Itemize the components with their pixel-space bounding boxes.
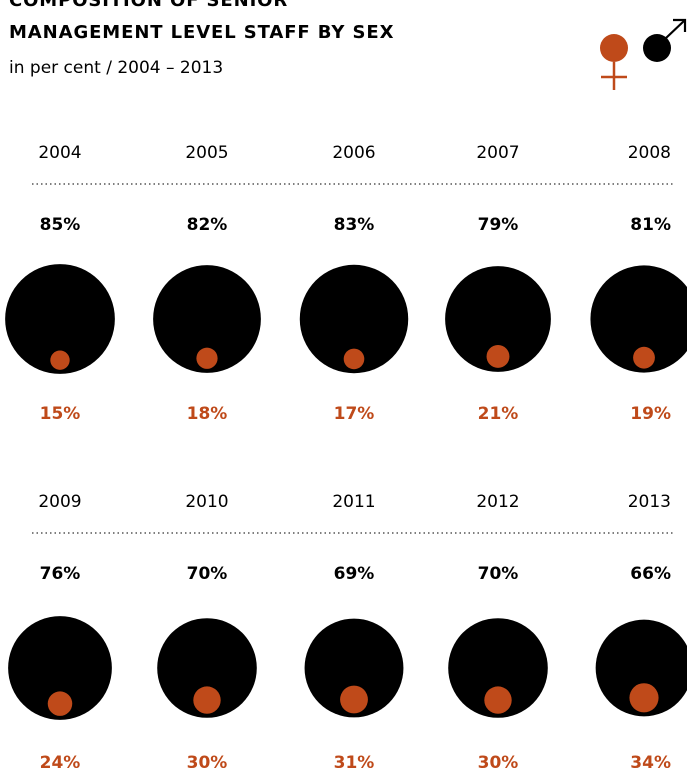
female-percent-label: 15% — [40, 404, 81, 424]
year-label: 2011 — [332, 492, 375, 512]
male-percent-label: 82% — [187, 215, 228, 235]
male-symbol-icon — [643, 18, 687, 62]
male-percent-label: 81% — [630, 215, 671, 235]
year-label: 2008 — [628, 143, 671, 163]
chart-title-line-2: MANAGEMENT LEVEL STAFF BY SEX — [9, 22, 395, 43]
chart-title-line-1: COMPOSITION OF SENIOR — [9, 0, 289, 11]
male-bubble — [448, 618, 548, 718]
chart-subtitle: in per cent / 2004 – 2013 — [9, 58, 224, 78]
male-bubble — [299, 264, 409, 374]
female-bubble — [343, 348, 365, 370]
female-percent-label: 17% — [334, 404, 375, 424]
female-bubble — [47, 691, 73, 716]
year-label: 2006 — [332, 143, 375, 163]
female-bubble — [196, 347, 218, 369]
male-bubble — [590, 265, 687, 373]
male-bubble — [304, 618, 404, 718]
female-percent-label: 18% — [187, 404, 228, 424]
female-bubble — [629, 683, 659, 713]
year-label: 2005 — [185, 143, 228, 163]
male-percent-label: 70% — [187, 564, 228, 584]
male-percent-label: 70% — [478, 564, 519, 584]
female-percent-label: 21% — [478, 404, 519, 424]
male-percent-label: 79% — [478, 215, 519, 235]
female-bubble — [484, 686, 512, 714]
male-bubble — [153, 265, 261, 373]
male-bubble — [595, 619, 687, 717]
female-bubble — [340, 685, 368, 714]
year-label: 2012 — [476, 492, 519, 512]
year-label: 2007 — [476, 143, 519, 163]
male-percent-label: 66% — [630, 564, 671, 584]
male-percent-label: 76% — [40, 564, 81, 584]
male-bubble — [445, 266, 551, 372]
female-bubble — [486, 344, 510, 368]
male-bubble — [8, 616, 112, 720]
female-percent-label: 19% — [630, 404, 671, 424]
year-label: 2013 — [628, 492, 671, 512]
female-percent-label: 30% — [478, 753, 519, 773]
female-percent-label: 31% — [334, 753, 375, 773]
year-label: 2010 — [185, 492, 228, 512]
year-label: 2009 — [38, 492, 81, 512]
male-percent-label: 69% — [334, 564, 375, 584]
female-symbol-icon — [600, 34, 628, 90]
female-bubble — [50, 350, 70, 370]
female-bubble — [193, 686, 221, 714]
female-percent-label: 24% — [40, 753, 81, 773]
female-percent-label: 30% — [187, 753, 228, 773]
male-bubble — [157, 618, 257, 718]
male-percent-label: 85% — [40, 215, 81, 235]
male-percent-label: 83% — [334, 215, 375, 235]
year-label: 2004 — [38, 143, 81, 163]
female-bubble — [633, 346, 655, 369]
male-bubble — [5, 264, 115, 374]
female-percent-label: 34% — [630, 753, 671, 773]
